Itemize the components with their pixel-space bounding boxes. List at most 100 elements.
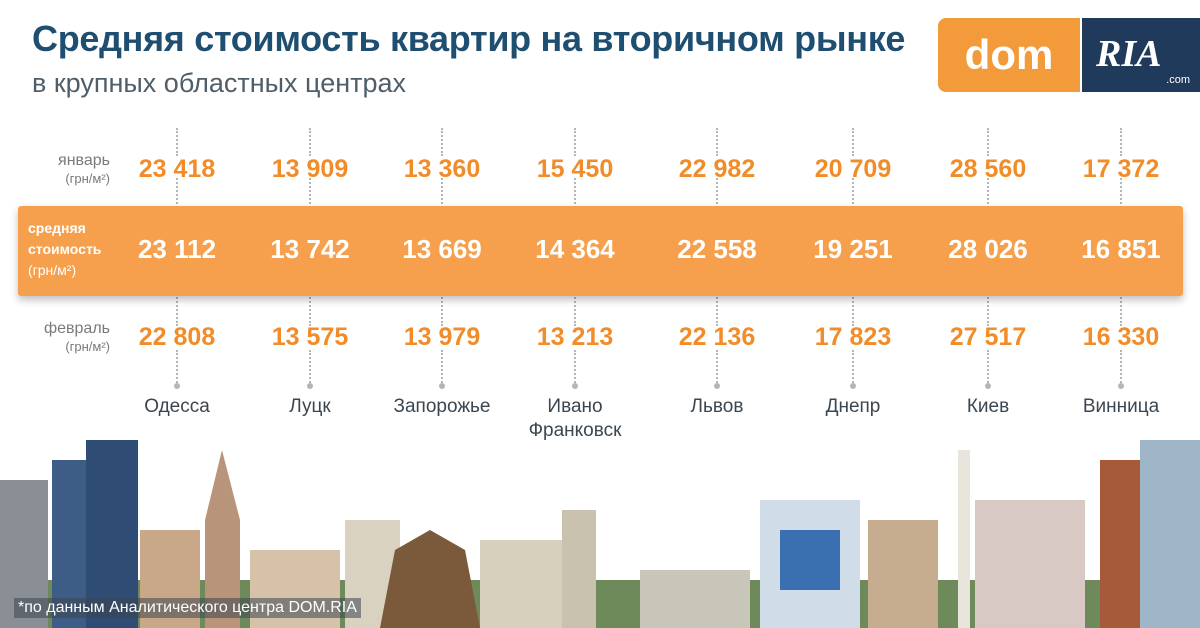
column-guide-line (309, 178, 311, 208)
column-guide-dot (1118, 383, 1124, 389)
row-label-february: февраль (грн/м²) (0, 320, 110, 356)
city-label: Киев (913, 395, 1063, 419)
column-guide-line (987, 178, 989, 208)
column-guide-line (987, 128, 989, 156)
average-value: 16 851 (1081, 234, 1161, 264)
column-guide-dot (985, 383, 991, 389)
column-guide-line (176, 128, 178, 156)
february-value: 16 330 (1082, 323, 1160, 351)
city-label-line: Винница (1082, 396, 1160, 417)
city-label-line: Днепр (825, 396, 881, 417)
city-label: Запорожье (367, 395, 517, 419)
column-guide-line (574, 294, 576, 326)
average-value: 28 026 (948, 234, 1028, 264)
column-guide-line (716, 350, 718, 386)
february-value: 22 136 (678, 323, 756, 351)
average-value: 13 742 (270, 234, 350, 264)
column-guide-dot (174, 383, 180, 389)
city-label: Одесса (102, 395, 252, 419)
chart-subtitle: в крупных областных центрах (32, 68, 407, 98)
column-guide-line (852, 350, 854, 386)
city-label-line: Ивано (547, 396, 603, 417)
february-value: 13 979 (403, 323, 481, 351)
city-label: Винница (1046, 395, 1196, 419)
february-value: 13 213 (536, 323, 614, 351)
column-guide-line (1120, 350, 1122, 386)
city-label: Днепр (778, 395, 928, 419)
column-guide-dot (714, 383, 720, 389)
column-guide-line (716, 294, 718, 326)
city-label-line: Запорожье (393, 396, 491, 417)
chart-title: Средняя стоимость квартир на вторичном р… (32, 18, 906, 59)
row-label-average-unit: (грн/м²) (28, 262, 77, 278)
column-guide-line (987, 294, 989, 326)
column-guide-line (441, 350, 443, 386)
footnote: *по данным Аналитического центра DOM.RIA (14, 598, 361, 618)
city-label: Ивано Франковск (500, 395, 650, 443)
average-value: 14 364 (535, 234, 615, 264)
column-guide-line (716, 128, 718, 156)
january-value: 22 982 (678, 155, 756, 183)
average-value: 23 112 (137, 234, 217, 264)
column-guide-line (574, 178, 576, 208)
city-label-line: Франковск (528, 420, 622, 441)
row-label-january-text: январь (58, 152, 110, 169)
row-label-february-unit: (грн/м²) (65, 339, 110, 354)
column-guide-line (309, 350, 311, 386)
city-skyline-illustration (0, 440, 1200, 628)
column-guide-line (176, 294, 178, 326)
column-guide-dot (572, 383, 578, 389)
average-value: 13 669 (402, 234, 482, 264)
column-guide-line (987, 350, 989, 386)
column-guide-line (1120, 178, 1122, 208)
column-guide-line (309, 294, 311, 326)
column-guide-line (441, 178, 443, 208)
column-guide-line (852, 128, 854, 156)
column-guide-line (852, 178, 854, 208)
row-label-january-unit: (грн/м²) (65, 171, 110, 186)
february-value: 22 808 (138, 323, 216, 351)
column-guide-line (852, 294, 854, 326)
city-label-line: Киев (966, 396, 1010, 417)
row-label-average-line2: стоимость (28, 241, 102, 257)
column-guide-line (441, 294, 443, 326)
january-value: 13 360 (403, 155, 481, 183)
column-guide-line (176, 350, 178, 386)
january-value: 13 909 (271, 155, 349, 183)
column-guide-line (574, 350, 576, 386)
column-guide-line (441, 128, 443, 156)
average-value: 19 251 (813, 234, 893, 264)
row-label-february-text: февраль (43, 320, 110, 337)
row-label-average: средняя стоимость (грн/м²) (28, 218, 128, 281)
column-guide-line (1120, 128, 1122, 156)
average-value: 22 558 (677, 234, 757, 264)
column-guide-line (716, 178, 718, 208)
january-value: 23 418 (138, 155, 216, 183)
logo-dom: dom (938, 18, 1080, 92)
city-label: Луцк (235, 395, 385, 419)
column-guide-line (309, 128, 311, 156)
january-value: 20 709 (814, 155, 892, 183)
logo-com-text: .com (1166, 74, 1190, 86)
january-value: 17 372 (1082, 155, 1160, 183)
city-label-line: Луцк (289, 396, 331, 417)
column-guide-dot (850, 383, 856, 389)
column-guide-line (1120, 294, 1122, 326)
city-label-line: Одесса (144, 396, 210, 417)
logo-ria-text: RIA (1096, 33, 1162, 75)
row-label-january: январь (грн/м²) (0, 152, 110, 188)
row-label-average-line1: средняя (28, 220, 86, 236)
column-guide-line (176, 178, 178, 208)
january-value: 28 560 (949, 155, 1027, 183)
city-label: Львов (642, 395, 792, 419)
city-label-line: Львов (690, 396, 744, 417)
average-band (18, 206, 1183, 296)
february-value: 17 823 (814, 323, 892, 351)
column-guide-dot (439, 383, 445, 389)
january-value: 15 450 (536, 155, 614, 183)
february-value: 27 517 (949, 323, 1027, 351)
logo-ria: RIA .com (1082, 18, 1200, 92)
february-value: 13 575 (271, 323, 349, 351)
column-guide-line (574, 128, 576, 156)
column-guide-dot (307, 383, 313, 389)
